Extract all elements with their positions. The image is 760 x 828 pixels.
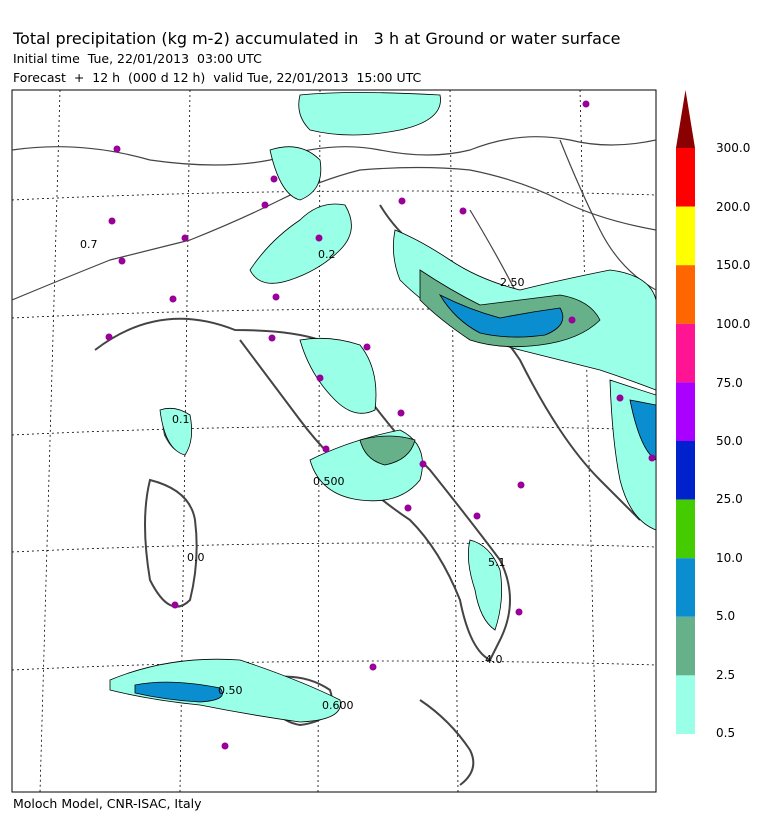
legend-label: 200.0 [716,200,751,214]
contour-label: 2.50 [500,276,525,289]
legend-label: 2.5 [716,668,736,682]
contour-label: 0.500 [313,475,345,488]
legend-swatch [676,382,695,441]
precip-fill [109,92,656,723]
contour-label: 0.7 [80,238,98,251]
contour-label: 0.600 [322,699,354,712]
model-credit: Moloch Model, CNR-ISAC, Italy [13,796,202,811]
contour-label: 5.1 [488,556,506,569]
contour-labels: 0.7 0.2 0.1 0.500 0.0 5.1 4.0 0.50 0.600… [80,238,525,712]
legend-swatch [676,206,695,266]
legend-label: 150.0 [716,258,751,272]
station-markers [105,100,656,750]
legend-swatch [676,675,695,734]
legend-label: 50.0 [716,434,743,448]
legend-swatch [676,499,695,559]
legend-label: 0.5 [716,726,736,740]
legend-label: 300.0 [716,141,751,155]
legend-swatch [676,616,695,676]
legend-label: 75.0 [716,376,743,390]
legend-swatch [676,558,695,617]
legend-label: 10.0 [716,551,743,565]
legend-label: 25.0 [716,492,743,506]
legend-label: 5.0 [716,609,736,623]
contour-label: 0.0 [187,551,205,564]
initial-time-label: Initial time Tue, 22/01/2013 03:00 UTC [13,51,262,66]
legend-swatch [676,148,695,207]
legend-swatch [676,265,695,324]
forecast-valid-label: Forecast + 12 h (000 d 12 h) valid Tue, … [13,70,422,85]
contour-label: 4.0 [485,653,503,666]
contour-label: 0.1 [172,413,190,426]
contour-label: 0.50 [218,684,243,697]
legend-swatch [676,90,695,148]
legend-swatch [676,441,695,500]
contour-label: 0.2 [318,248,336,261]
legend-label: 100.0 [716,317,751,331]
map-title: Total precipitation (kg m-2) accumulated… [13,29,621,48]
legend-swatch [676,323,695,383]
